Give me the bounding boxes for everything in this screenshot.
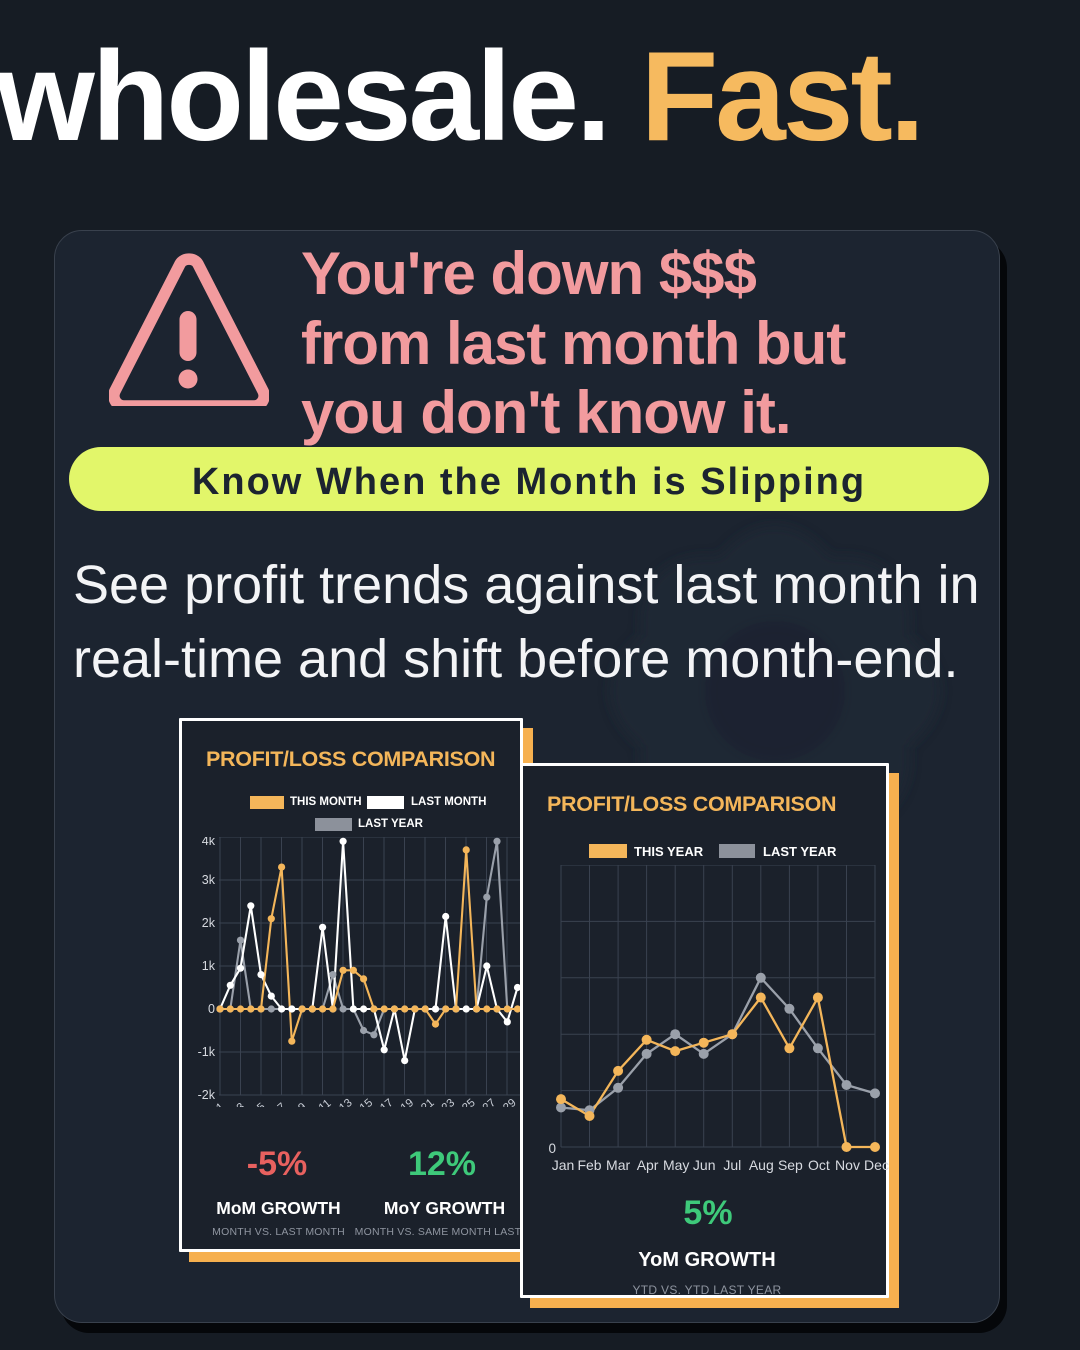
svg-text:2k: 2k: [202, 916, 216, 930]
svg-text:Jan: Jan: [552, 1157, 575, 1173]
svg-text:11: 11: [317, 1097, 334, 1107]
svg-text:23: 23: [440, 1097, 458, 1107]
svg-text:May: May: [663, 1157, 689, 1173]
svg-text:Jul: Jul: [723, 1157, 741, 1173]
svg-text:Dec: Dec: [864, 1157, 889, 1173]
svg-text:5: 5: [255, 1101, 268, 1107]
svg-text:3k: 3k: [202, 873, 216, 887]
svg-text:15: 15: [358, 1097, 376, 1107]
svg-text:0: 0: [208, 1002, 215, 1016]
svg-text:Feb: Feb: [577, 1157, 601, 1173]
svg-text:25: 25: [460, 1097, 478, 1107]
svg-text:1k: 1k: [202, 959, 216, 973]
svg-text:17: 17: [378, 1097, 396, 1107]
svg-text:-2k: -2k: [198, 1088, 216, 1102]
svg-text:Sep: Sep: [778, 1157, 803, 1173]
svg-text:21: 21: [419, 1097, 437, 1107]
svg-text:Apr: Apr: [637, 1157, 659, 1173]
svg-text:-1k: -1k: [198, 1045, 216, 1059]
svg-text:Aug: Aug: [749, 1157, 774, 1173]
svg-text:0: 0: [548, 1141, 556, 1156]
svg-text:Mar: Mar: [606, 1157, 630, 1173]
svg-text:7: 7: [276, 1101, 289, 1107]
svg-text:3: 3: [235, 1101, 248, 1107]
svg-text:13: 13: [337, 1097, 355, 1107]
svg-text:29: 29: [501, 1097, 519, 1107]
svg-text:4k: 4k: [202, 837, 216, 848]
svg-text:Jun: Jun: [693, 1157, 716, 1173]
svg-text:Nov: Nov: [835, 1157, 860, 1173]
svg-text:19: 19: [399, 1097, 417, 1107]
svg-text:Oct: Oct: [808, 1157, 830, 1173]
svg-text:1: 1: [214, 1101, 227, 1107]
svg-text:27: 27: [481, 1097, 499, 1107]
svg-text:9: 9: [296, 1101, 309, 1107]
